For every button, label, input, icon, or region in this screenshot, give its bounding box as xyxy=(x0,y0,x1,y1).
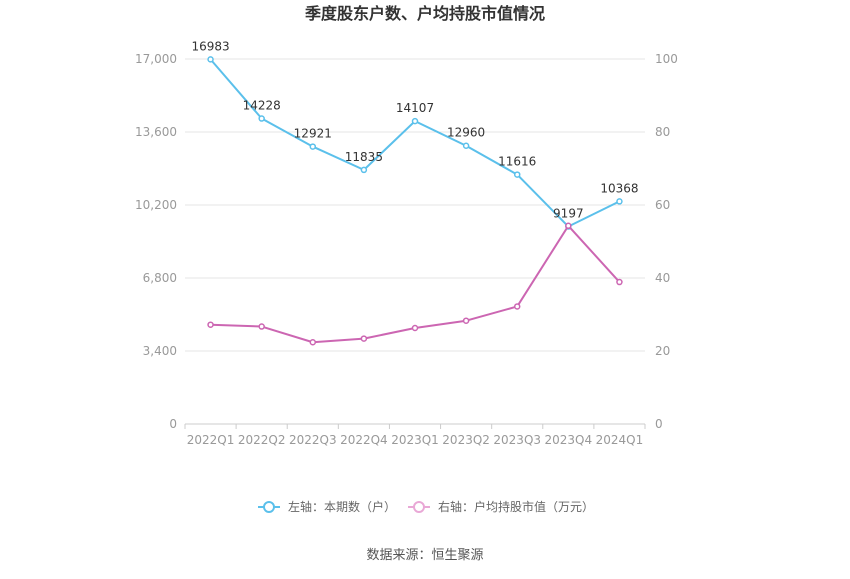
chart-title: 季度股东户数、户均持股市值情况 xyxy=(304,4,545,23)
x-tick-label: 2023Q3 xyxy=(493,433,541,447)
x-tick-label: 2023Q1 xyxy=(391,433,439,447)
data-label: 14228 xyxy=(243,99,281,113)
y-left-tick-label: 0 xyxy=(169,417,177,431)
y-left-tick-label: 17,000 xyxy=(135,52,177,66)
y-left-tick-label: 10,200 xyxy=(135,198,177,212)
data-label: 12960 xyxy=(447,126,485,140)
data-point xyxy=(360,335,368,342)
legend-label: 左轴：本期数（户） xyxy=(288,499,396,514)
data-point xyxy=(309,143,317,150)
x-tick-label: 2022Q2 xyxy=(238,433,286,447)
y-right-tick-label: 0 xyxy=(655,417,663,431)
y-left-tick-label: 13,600 xyxy=(135,125,177,139)
data-point xyxy=(309,338,317,346)
grid-layer xyxy=(185,58,645,425)
data-point xyxy=(616,198,623,205)
y-right-tick-label: 40 xyxy=(655,271,670,285)
data-label: 14107 xyxy=(396,101,434,115)
x-tick-label: 2023Q4 xyxy=(545,433,593,447)
data-point xyxy=(258,323,265,330)
data-point xyxy=(411,324,419,332)
data-label: 16983 xyxy=(191,39,229,53)
series-layer xyxy=(207,56,623,346)
legend-swatch-marker xyxy=(413,501,425,513)
x-tick-label: 2022Q4 xyxy=(340,433,388,447)
x-tick-label: 2023Q2 xyxy=(442,433,490,447)
data-point xyxy=(207,56,214,63)
series-line-0 xyxy=(209,58,620,228)
legend-swatch-marker xyxy=(263,501,275,513)
data-source: 数据来源：恒生聚源 xyxy=(366,548,483,563)
data-point xyxy=(565,222,572,230)
data-label: 12921 xyxy=(294,127,332,141)
x-tick-label: 2022Q3 xyxy=(289,433,337,447)
data-point xyxy=(513,303,521,310)
data-label: 11835 xyxy=(345,150,383,164)
data-point xyxy=(462,317,470,324)
y-right-tick-label: 80 xyxy=(655,125,670,139)
data-point xyxy=(207,321,214,328)
y-left-tick-label: 6,800 xyxy=(143,271,177,285)
data-label: 9197 xyxy=(553,207,584,221)
legend: 左轴：本期数（户） 右轴：户均持股市值（万元） xyxy=(258,499,594,514)
data-point xyxy=(616,278,623,286)
data-label: 11616 xyxy=(498,155,536,169)
data-point xyxy=(513,171,521,178)
x-tick-label: 2022Q1 xyxy=(187,433,235,447)
legend-label: 右轴：户均持股市值（万元） xyxy=(438,499,594,514)
data-point xyxy=(462,142,470,149)
data-point xyxy=(258,115,265,122)
y-right-tick-label: 60 xyxy=(655,198,670,212)
data-point xyxy=(411,117,419,125)
y-left-tick-label: 3,400 xyxy=(143,344,177,358)
data-point xyxy=(360,166,368,174)
y-right-tick-label: 20 xyxy=(655,344,670,358)
x-tick-label: 2024Q1 xyxy=(596,433,644,447)
axis-layer: 0 3,400 6,800 10,200 13,600 17,000 0 20 40 60 80 10… xyxy=(135,52,678,447)
y-right-tick-label: 100 xyxy=(655,52,678,66)
label-layer: 16983 14228 12921 11835 14107 12960 11616 9197 1… xyxy=(191,39,638,220)
data-label: 10368 xyxy=(600,181,638,195)
